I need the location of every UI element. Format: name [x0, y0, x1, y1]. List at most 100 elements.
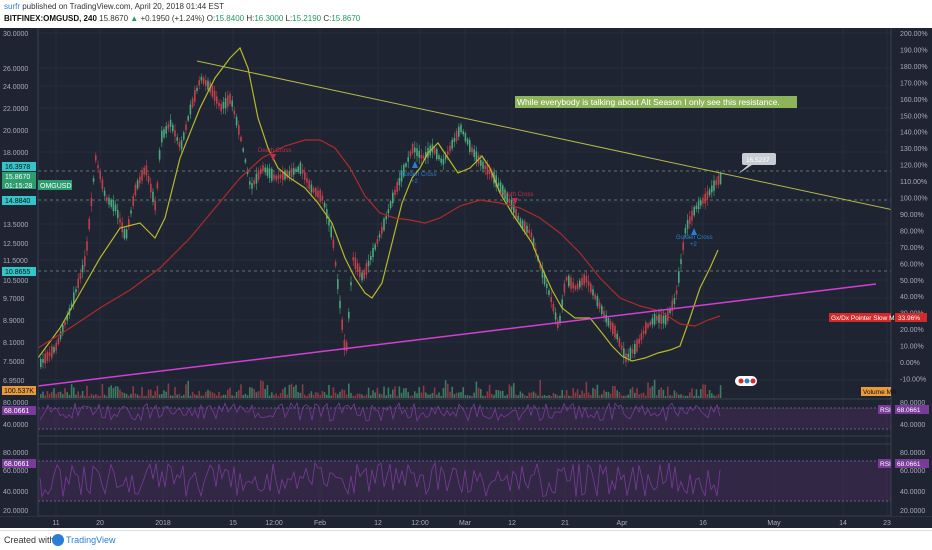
volume-bar	[436, 394, 438, 398]
candle-body	[389, 201, 392, 209]
chart-canvas[interactable]: Golden Cross +2 Death Cross Death Cross …	[0, 28, 932, 528]
candle-body	[662, 315, 665, 324]
volume-bar	[647, 382, 649, 398]
candle-body	[484, 165, 486, 170]
volume-bar	[147, 389, 150, 398]
volume-bar	[530, 392, 533, 398]
tradingview-link[interactable]: TradingView	[66, 535, 116, 545]
time-axis-tick: 12:00	[265, 520, 283, 527]
volume-bar	[359, 393, 361, 398]
volume-bar	[158, 394, 161, 398]
chart-svg[interactable]: Golden Cross +2 Death Cross Death Cross …	[0, 28, 932, 528]
death-cross-marker-2[interactable]: Death Cross	[500, 192, 533, 205]
low-value: 15.2190	[292, 14, 322, 23]
volume-bar	[372, 390, 374, 398]
volume-bar	[433, 387, 436, 398]
candle-body	[513, 205, 515, 213]
death-cross-marker-1[interactable]: Death Cross	[258, 148, 291, 161]
tradingview-logo-icon[interactable]	[52, 534, 64, 546]
candle-body	[361, 272, 363, 281]
fast-ma-line[interactable]	[37, 46, 719, 362]
candle-body	[73, 292, 75, 304]
volume-bar	[262, 381, 264, 398]
volume-bar	[587, 392, 590, 398]
volume-bar	[315, 392, 317, 398]
percent-axis-tick: 200.00%	[900, 31, 928, 38]
candle-body	[444, 155, 447, 160]
symbol-label[interactable]: BITFINEX:OMGUSD, 240	[4, 14, 97, 23]
volume-bar	[79, 395, 82, 398]
rsi1-label[interactable]: RSI 68.0661	[878, 405, 929, 414]
resistance-note[interactable]: While everybody is talking about Alt Sea…	[515, 96, 797, 108]
resistance-trendline[interactable]	[196, 60, 899, 212]
candle-body	[169, 119, 172, 127]
high-value: 16.3000	[254, 14, 284, 23]
volume-bar	[40, 394, 42, 398]
candle-body	[222, 101, 225, 109]
candle-body	[378, 234, 381, 238]
candle-body	[649, 321, 651, 326]
candle-body	[405, 163, 407, 167]
candle-body	[189, 104, 192, 115]
candle-body	[194, 90, 196, 102]
volume-bar	[416, 393, 418, 398]
volume-ma-text: Volume MA	[863, 389, 897, 396]
volume-bar	[365, 394, 368, 398]
candle-body	[629, 347, 632, 360]
volume-bar	[343, 390, 346, 398]
rsi2-axis-tick-left: 80.0000	[3, 450, 28, 457]
volume-bar	[524, 395, 526, 398]
volume-bar	[70, 384, 73, 398]
price-tag-p4: 10.8655	[2, 267, 36, 276]
volume-ma-label[interactable]: Volume MA	[861, 387, 897, 396]
volume-bar	[255, 392, 258, 398]
time-axis[interactable]: 11 20 2018 15 12:00 Feb 12 12:00 Mar 12 21 Apr 16 May…	[52, 520, 891, 527]
volume-bar	[559, 395, 561, 398]
rsi2-label[interactable]: RSI 68.0661	[878, 459, 929, 468]
volume-bar	[517, 395, 519, 398]
tag-bg	[2, 162, 36, 171]
volume-bar	[607, 391, 610, 398]
volume-bar	[715, 395, 717, 398]
volume-bar	[229, 387, 231, 398]
time-axis-tick: 21	[561, 520, 569, 527]
percent-axis-tick: 150.00%	[900, 113, 928, 120]
down-arrow-icon	[270, 154, 276, 161]
candle-body	[592, 289, 594, 296]
volume-bar	[110, 385, 112, 398]
volume-bar	[213, 393, 216, 398]
golden-cross-marker-1[interactable]: Golden Cross +2	[400, 161, 437, 185]
rsi1-line[interactable]	[39, 401, 721, 423]
volume-bar	[84, 395, 86, 398]
volume-bar	[354, 395, 357, 398]
volume-bar	[581, 390, 583, 398]
candle-body	[583, 274, 585, 285]
callout-bg	[742, 153, 776, 165]
candle-body	[51, 346, 53, 358]
percent-axis-tick: 10.00%	[900, 344, 924, 351]
percent-axis-tick: 130.00%	[900, 146, 928, 153]
slow-ma-line[interactable]	[37, 139, 721, 349]
time-axis-tick: Feb	[314, 520, 326, 527]
volume-bar	[660, 387, 662, 398]
gx-pointer-label[interactable]: Gx/Dx Pointer Slow MA 33.96%	[829, 313, 927, 322]
price-axis[interactable]: 30.0000 26.0000 24.0000 22.0000 20.0000 18.00…	[3, 31, 28, 385]
percent-axis-tick: 60.00%	[900, 261, 924, 268]
golden-cross-marker-2[interactable]: Golden Cross +2	[676, 228, 713, 248]
time-axis-tick: 23	[883, 520, 891, 527]
percent-axis-tick: 90.00%	[900, 212, 924, 219]
support-trendline[interactable]	[37, 283, 877, 387]
author-link[interactable]: surfr	[4, 2, 20, 11]
candle-body	[502, 185, 504, 197]
candle-body	[418, 150, 420, 158]
rsi2-line[interactable]	[39, 461, 721, 499]
volume-bar	[367, 387, 370, 398]
rsi1-value: 68.0661	[897, 407, 921, 414]
volume-bar	[719, 385, 722, 398]
price-tag-p2: 15.8670	[2, 172, 36, 181]
replay-badge[interactable]	[735, 376, 757, 386]
tag-bg	[2, 459, 36, 468]
price-callout[interactable]: 16.5237	[738, 153, 776, 174]
open-label: O:	[206, 14, 216, 23]
volume-bar	[682, 395, 684, 398]
